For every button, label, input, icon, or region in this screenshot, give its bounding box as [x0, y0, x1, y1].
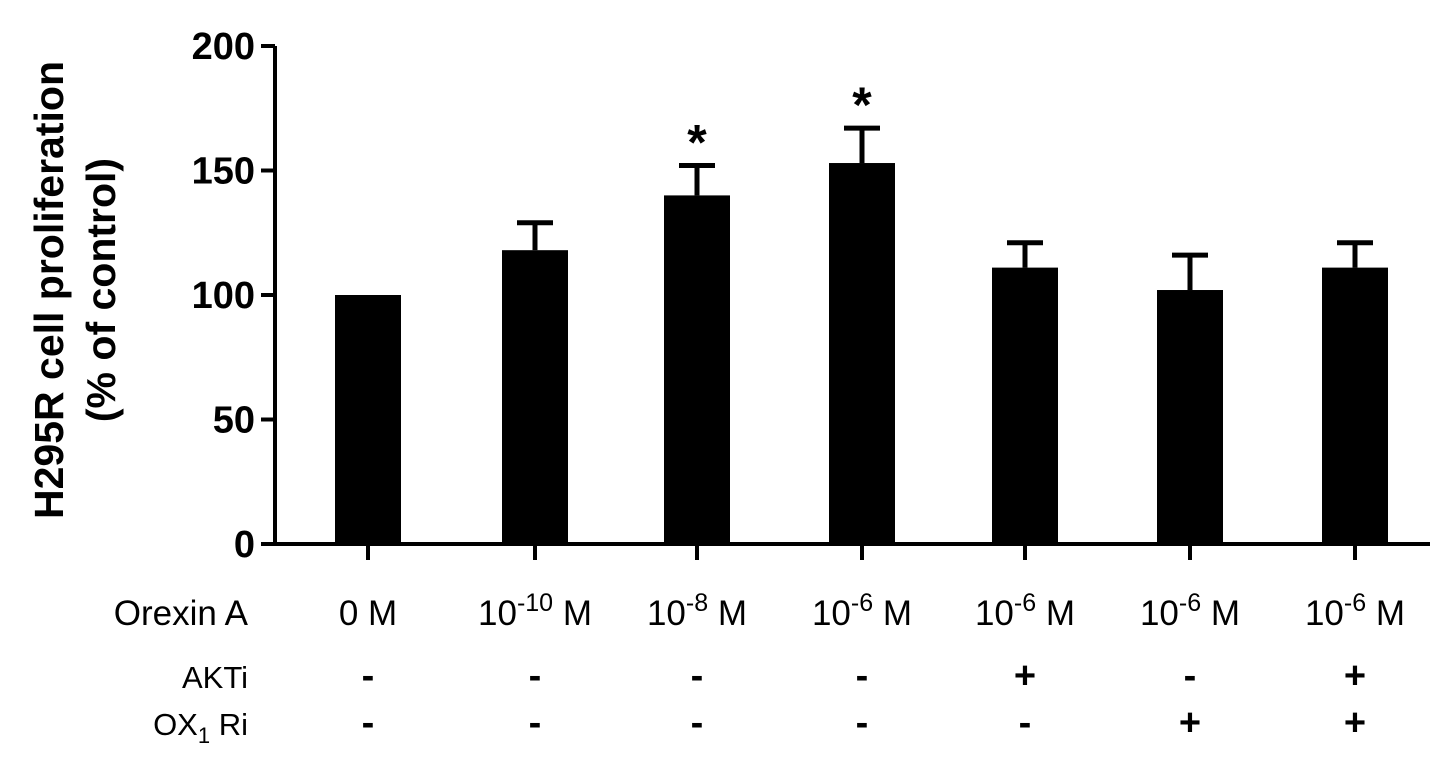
significance-star-3: *	[852, 77, 872, 133]
x-tick-label-3: 10-6 M	[812, 589, 912, 633]
x-tick-label-2: 10-8 M	[647, 589, 747, 633]
akti-value-5: -	[1184, 655, 1197, 697]
ox1ri-value-2: -	[691, 702, 704, 744]
akti-value-1: -	[529, 655, 542, 697]
akti-value-0: -	[362, 655, 375, 697]
plot-area: 0 50 100 150 200 * *	[192, 26, 1430, 566]
y-tick-label-4: 200	[192, 26, 255, 68]
row-label-ox1ri-rest: Ri	[210, 707, 248, 742]
x-tick-label-unit-6: M	[1366, 594, 1405, 633]
x-tick-label-0: 0 M	[339, 594, 397, 633]
x-tick-label-base-5: 10	[1140, 594, 1179, 633]
bar-5	[1157, 290, 1223, 544]
x-tick-label-5: 10-6 M	[1140, 589, 1240, 633]
x-tick-label-exponent-1: -10	[517, 589, 553, 617]
x-tick-label-exponent-5: -6	[1179, 589, 1201, 617]
row-label-ox1ri: OX1 Ri	[153, 707, 248, 748]
bar-6	[1322, 267, 1388, 544]
bar-0	[335, 295, 401, 544]
bar-3	[829, 163, 895, 544]
row-label-ox1ri-base: OX	[153, 707, 198, 742]
row-label-orexin-a: Orexin A	[114, 594, 249, 633]
y-tick-label-1: 50	[213, 400, 255, 442]
akti-value-6: +	[1344, 655, 1366, 697]
x-tick-label-exponent-6: -6	[1344, 589, 1366, 617]
x-axis-labels: 0 M 10-10 M 10-8 M 10-6 M 10-6 M 10-6 M 10-6 M	[339, 589, 1405, 633]
x-tick-label-base-2: 10	[647, 594, 686, 633]
ox1ri-value-5: +	[1179, 702, 1201, 744]
x-tick-label-base-0: 0 M	[339, 594, 397, 633]
x-tick-label-exponent-2: -8	[686, 589, 708, 617]
akti-value-4: +	[1014, 655, 1036, 697]
x-tick-label-6: 10-6 M	[1305, 589, 1405, 633]
x-tick-label-base-1: 10	[478, 594, 517, 633]
ox1ri-value-4: -	[1019, 702, 1032, 744]
x-tick-label-base-6: 10	[1305, 594, 1344, 633]
y-tick-label-0: 0	[234, 524, 255, 566]
akti-value-3: -	[856, 655, 869, 697]
significance-star-2: *	[687, 115, 707, 171]
y-axis-label-unit: (% of control)	[78, 158, 124, 422]
row-label-akti: AKTi	[182, 660, 248, 695]
x-tick-label-base-3: 10	[812, 594, 851, 633]
akti-value-2: -	[691, 655, 704, 697]
y-axis-label: H295R cell proliferation	[26, 61, 72, 519]
bar-2	[664, 195, 730, 544]
x-tick-label-exponent-3: -6	[851, 589, 873, 617]
ox1ri-value-3: -	[856, 702, 869, 744]
bar-4	[992, 267, 1058, 544]
x-tick-label-unit-2: M	[708, 594, 747, 633]
ox1ri-value-1: -	[529, 702, 542, 744]
x-tick-label-unit-4: M	[1036, 594, 1075, 633]
x-tick-label-exponent-4: -6	[1014, 589, 1036, 617]
bar-1	[502, 250, 568, 544]
x-tick-label-unit-1: M	[553, 594, 592, 633]
ox1ri-value-0: -	[362, 702, 375, 744]
condition-table: Orexin A AKTi - - - - + - + OX1 Ri - - - - - + +	[114, 594, 1366, 748]
y-tick-label-2: 100	[192, 275, 255, 317]
x-tick-label-unit-5: M	[1201, 594, 1240, 633]
x-tick-label-base-4: 10	[975, 594, 1014, 633]
row-label-ox1ri-subscript: 1	[198, 723, 210, 748]
x-tick-label-4: 10-6 M	[975, 589, 1075, 633]
x-tick-label-unit-3: M	[873, 594, 912, 633]
y-tick-label-3: 150	[192, 151, 255, 193]
x-tick-label-1: 10-10 M	[478, 589, 592, 633]
ox1ri-value-6: +	[1344, 702, 1366, 744]
